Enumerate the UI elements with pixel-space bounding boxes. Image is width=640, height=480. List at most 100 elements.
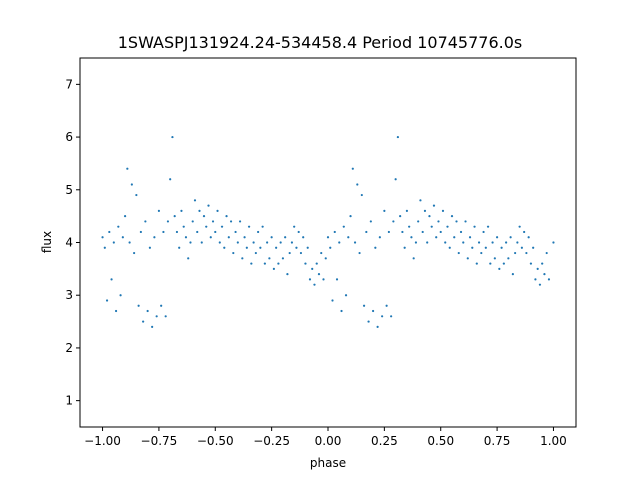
data-point — [266, 241, 269, 244]
data-point — [191, 220, 194, 223]
data-point — [347, 236, 350, 239]
data-point — [211, 220, 215, 223]
data-point — [437, 220, 440, 223]
data-point — [281, 257, 285, 260]
data-point — [270, 236, 273, 239]
data-point — [387, 230, 390, 234]
data-point — [200, 241, 203, 244]
data-point — [493, 257, 496, 260]
data-point — [164, 315, 167, 318]
x-tick-label: 0.25 — [371, 434, 398, 448]
data-point — [374, 246, 377, 249]
data-point — [432, 204, 436, 207]
data-point — [344, 294, 348, 297]
data-point — [505, 241, 508, 244]
data-point — [408, 225, 411, 228]
data-point — [148, 246, 151, 249]
data-point — [175, 230, 179, 234]
data-point — [471, 246, 474, 249]
data-point — [306, 246, 309, 249]
data-point — [405, 209, 409, 212]
data-point — [130, 183, 133, 186]
data-point — [385, 304, 388, 307]
data-point — [390, 315, 393, 318]
data-point — [137, 304, 140, 307]
data-point — [139, 230, 142, 234]
data-point — [187, 257, 190, 260]
data-point — [229, 220, 233, 223]
data-point — [455, 220, 458, 223]
data-point — [381, 315, 384, 318]
x-tick-label: −0.75 — [141, 434, 178, 448]
data-point — [286, 273, 289, 276]
data-point — [525, 251, 528, 255]
data-point — [223, 246, 226, 249]
data-point — [367, 320, 370, 323]
data-point — [358, 251, 361, 255]
data-point — [518, 225, 521, 228]
data-point — [362, 304, 366, 307]
data-point — [324, 257, 327, 260]
x-tick-label: −0.50 — [197, 434, 234, 448]
data-point — [275, 246, 278, 249]
y-tick-label: 3 — [65, 288, 73, 302]
data-point — [333, 230, 336, 234]
data-point — [423, 209, 427, 212]
data-point — [182, 225, 185, 228]
data-point — [338, 241, 341, 244]
data-point — [108, 230, 111, 234]
data-point — [302, 236, 305, 239]
data-point — [410, 236, 413, 239]
data-point — [331, 299, 334, 302]
x-tick-label: −1.00 — [84, 434, 121, 448]
data-point — [491, 241, 494, 244]
data-point — [157, 209, 161, 212]
data-point — [351, 167, 354, 170]
y-axis-label: flux — [40, 231, 54, 253]
data-point — [110, 278, 113, 281]
data-point — [417, 220, 420, 223]
data-point — [117, 225, 120, 228]
data-point — [482, 230, 485, 234]
data-point — [218, 241, 221, 244]
data-point — [489, 262, 492, 265]
data-point — [475, 262, 478, 265]
data-point — [160, 304, 163, 307]
data-point — [193, 199, 197, 202]
data-point — [462, 241, 465, 244]
data-point — [317, 273, 321, 276]
data-point — [541, 262, 544, 265]
data-point — [459, 230, 463, 234]
data-point — [335, 278, 339, 281]
data-point — [284, 236, 287, 239]
data-point — [446, 225, 449, 228]
data-point — [439, 230, 442, 234]
data-point — [133, 251, 136, 255]
data-point — [202, 215, 206, 218]
data-point — [272, 267, 275, 270]
y-tick-label: 7 — [65, 77, 73, 91]
data-point — [198, 209, 201, 212]
data-point — [112, 241, 115, 244]
data-point — [340, 309, 343, 313]
data-point — [105, 299, 109, 302]
data-point — [435, 236, 438, 239]
data-point — [225, 215, 228, 218]
data-point — [477, 241, 481, 244]
data-point — [486, 225, 490, 228]
data-point — [464, 220, 467, 223]
x-tick-label: 0.75 — [484, 434, 511, 448]
data-point — [426, 241, 429, 244]
data-point — [502, 262, 505, 265]
x-axis-label: phase — [310, 456, 346, 470]
data-point — [121, 236, 124, 239]
x-tick-label: 0.00 — [315, 434, 342, 448]
data-point — [209, 236, 212, 239]
data-point — [552, 241, 555, 244]
data-point — [216, 209, 219, 212]
data-point — [126, 167, 129, 170]
x-tick-label: 0.50 — [427, 434, 454, 448]
data-point — [383, 209, 386, 212]
data-point — [308, 278, 312, 281]
data-point — [320, 251, 323, 255]
